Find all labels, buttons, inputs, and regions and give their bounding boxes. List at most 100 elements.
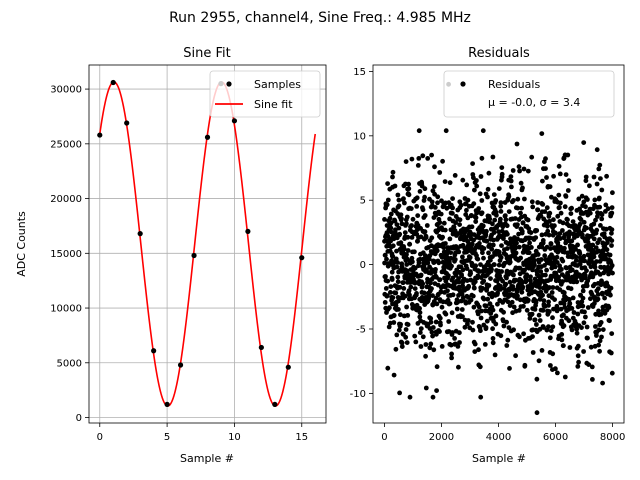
residual-point bbox=[414, 291, 419, 296]
residual-point bbox=[399, 216, 404, 222]
residual-point bbox=[548, 328, 554, 334]
residual-point bbox=[539, 257, 544, 262]
residual-point bbox=[474, 178, 479, 183]
residual-point bbox=[496, 262, 502, 268]
residual-point bbox=[443, 311, 449, 317]
residual-point bbox=[596, 195, 602, 201]
residual-point bbox=[580, 295, 586, 301]
residual-point bbox=[389, 269, 395, 275]
residual-point bbox=[397, 231, 403, 237]
residual-point bbox=[543, 156, 548, 162]
residual-point bbox=[565, 188, 571, 193]
residual-point bbox=[504, 275, 509, 281]
residual-point bbox=[557, 205, 562, 210]
residual-point bbox=[455, 344, 461, 349]
residual-point bbox=[555, 213, 561, 219]
residuals-y-ticks: -10 -5 0 5 10 15 bbox=[350, 67, 373, 400]
residual-point bbox=[603, 226, 609, 232]
residual-point bbox=[485, 194, 490, 200]
residual-point bbox=[597, 348, 602, 354]
residual-point bbox=[562, 245, 567, 251]
residual-point bbox=[437, 170, 443, 175]
residual-point bbox=[580, 288, 586, 294]
residual-point bbox=[449, 263, 454, 269]
residual-point bbox=[530, 204, 536, 210]
residual-point bbox=[467, 255, 473, 260]
residual-point bbox=[480, 223, 486, 229]
residual-point bbox=[580, 303, 586, 309]
residual-point bbox=[516, 231, 521, 237]
residual-point bbox=[450, 292, 456, 298]
residual-point bbox=[483, 325, 489, 330]
residual-point bbox=[464, 266, 470, 271]
residual-point bbox=[420, 281, 426, 287]
residual-point bbox=[609, 238, 615, 244]
residual-point bbox=[385, 278, 391, 284]
residual-point bbox=[587, 183, 592, 189]
residual-point bbox=[546, 285, 552, 290]
residual-point bbox=[481, 278, 487, 284]
residual-point bbox=[481, 255, 486, 261]
residual-point bbox=[477, 191, 483, 197]
residual-point bbox=[546, 324, 551, 330]
residual-point bbox=[515, 222, 520, 228]
residual-point bbox=[606, 271, 611, 277]
residual-point bbox=[556, 192, 562, 198]
residual-point bbox=[536, 312, 542, 318]
residual-point bbox=[415, 213, 421, 219]
residual-point bbox=[414, 195, 420, 201]
residual-point bbox=[594, 259, 599, 264]
residual-point bbox=[513, 353, 518, 359]
residual-point bbox=[445, 288, 450, 294]
sample-point bbox=[124, 120, 130, 126]
residual-point bbox=[403, 159, 409, 165]
residuals-x-label: Sample # bbox=[472, 452, 526, 465]
residual-point bbox=[388, 220, 394, 226]
residual-point bbox=[455, 299, 460, 305]
residual-point bbox=[460, 283, 465, 289]
residual-point bbox=[404, 304, 409, 310]
sine-fit-line-group bbox=[98, 81, 317, 407]
residual-point bbox=[609, 331, 615, 336]
residual-point bbox=[585, 278, 591, 284]
residual-point bbox=[401, 286, 407, 291]
residual-point bbox=[489, 267, 494, 272]
residual-point bbox=[506, 209, 512, 215]
residual-point bbox=[604, 173, 609, 179]
residual-point bbox=[383, 274, 388, 279]
residual-point bbox=[595, 292, 601, 297]
residual-point bbox=[395, 274, 401, 280]
residual-point bbox=[567, 229, 572, 235]
residual-point bbox=[532, 307, 538, 312]
residual-point bbox=[603, 202, 609, 208]
residual-point bbox=[496, 249, 502, 255]
residual-point bbox=[410, 216, 416, 222]
residual-point bbox=[477, 241, 482, 246]
residual-point bbox=[515, 196, 521, 202]
residual-point bbox=[516, 308, 522, 313]
residual-point bbox=[387, 305, 392, 311]
residual-point bbox=[502, 213, 508, 219]
residual-point bbox=[535, 207, 541, 213]
residual-point bbox=[552, 297, 557, 302]
residual-point bbox=[559, 337, 565, 343]
residual-point bbox=[390, 295, 396, 300]
residual-point bbox=[446, 273, 451, 278]
residual-point bbox=[569, 327, 575, 333]
residual-point bbox=[423, 235, 429, 241]
residual-point bbox=[503, 281, 509, 287]
sine-fit-x-tick-label: 0 bbox=[97, 432, 103, 443]
residual-point bbox=[541, 325, 546, 330]
residual-point bbox=[472, 349, 478, 354]
sine-fit-frame bbox=[88, 64, 327, 424]
residual-point bbox=[393, 231, 398, 237]
residual-point bbox=[517, 297, 523, 303]
residual-point bbox=[547, 335, 553, 341]
residual-point bbox=[577, 251, 583, 256]
residual-point bbox=[587, 210, 593, 216]
residual-point bbox=[396, 225, 402, 231]
residual-point bbox=[437, 315, 443, 321]
residual-point bbox=[507, 259, 513, 265]
residual-point bbox=[501, 309, 506, 315]
residual-point bbox=[459, 307, 465, 312]
